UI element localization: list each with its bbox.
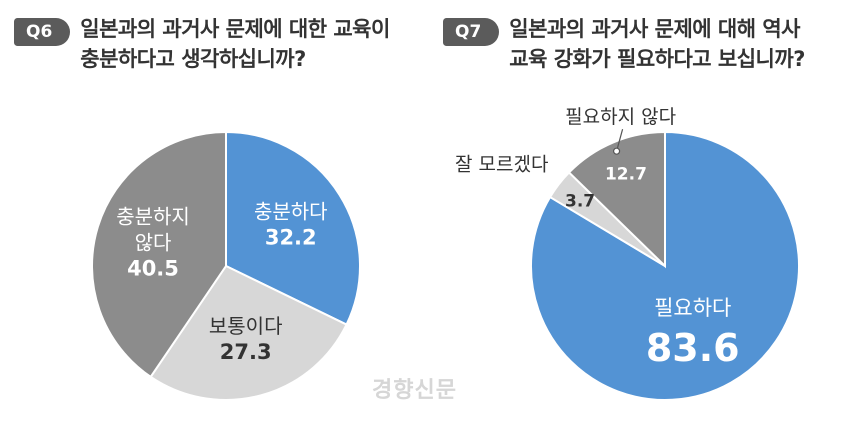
q6-question: 일본과의 과거사 문제에 대한 교육이 충분하다고 생각하십니까? xyxy=(80,14,390,74)
pie-slice-1-2 xyxy=(567,130,666,269)
slice-label-0-0: 충분하다 xyxy=(254,199,328,223)
q6-badge: Q6 xyxy=(14,18,71,46)
q6-question-line-1: 일본과의 과거사 문제에 대한 교육이 xyxy=(80,17,390,41)
watermark: 경향신문 xyxy=(372,378,457,403)
slice-value-0-1: 27.3 xyxy=(220,340,272,364)
q7-pie-chart: 필요하다 83.6 3.7 잘 모르겠다 12.7 필요하지 않다 xyxy=(455,106,800,401)
q7-header: Q7 일본과의 과거사 문제에 대해 역사 교육 강화가 필요하다고 보십니까? xyxy=(443,14,805,74)
slice-value-1-0: 83.6 xyxy=(646,326,740,370)
leader-dot xyxy=(612,147,621,155)
pie-slice-0-1 xyxy=(149,264,348,401)
q7-question-line-2: 교육 강화가 필요하다고 보십니까? xyxy=(509,47,805,71)
slice-label-0-2: 충분하지 xyxy=(116,205,190,229)
leader-line xyxy=(616,129,624,152)
slice-label-0-1: 보통이다 xyxy=(209,314,283,338)
slice-value-0-2: 40.5 xyxy=(127,257,179,281)
pie-slice-0-2 xyxy=(91,130,227,379)
slice-value-1-1: 3.7 xyxy=(565,192,595,212)
slice-value-0-0: 32.2 xyxy=(265,225,317,249)
slice-label-0-2: 않다 xyxy=(135,231,172,255)
slice-value-1-2: 12.7 xyxy=(605,164,647,184)
q7-question: 일본과의 과거사 문제에 대해 역사 교육 강화가 필요하다고 보십니까? xyxy=(509,14,805,74)
q6-header: Q6 일본과의 과거사 문제에 대한 교육이 충분하다고 생각하십니까? xyxy=(14,14,390,74)
q7-question-line-1: 일본과의 과거사 문제에 대해 역사 xyxy=(509,17,801,41)
slice-label-1-1: 잘 모르겠다 xyxy=(455,154,548,176)
slice-label-1-2: 필요하지 않다 xyxy=(565,106,676,128)
slice-label-1-0: 필요하다 xyxy=(654,296,731,320)
q6-question-line-2: 충분하다고 생각하십니까? xyxy=(80,47,306,71)
q7-badge: Q7 xyxy=(443,18,500,46)
pie-slice-0-0 xyxy=(225,130,361,326)
